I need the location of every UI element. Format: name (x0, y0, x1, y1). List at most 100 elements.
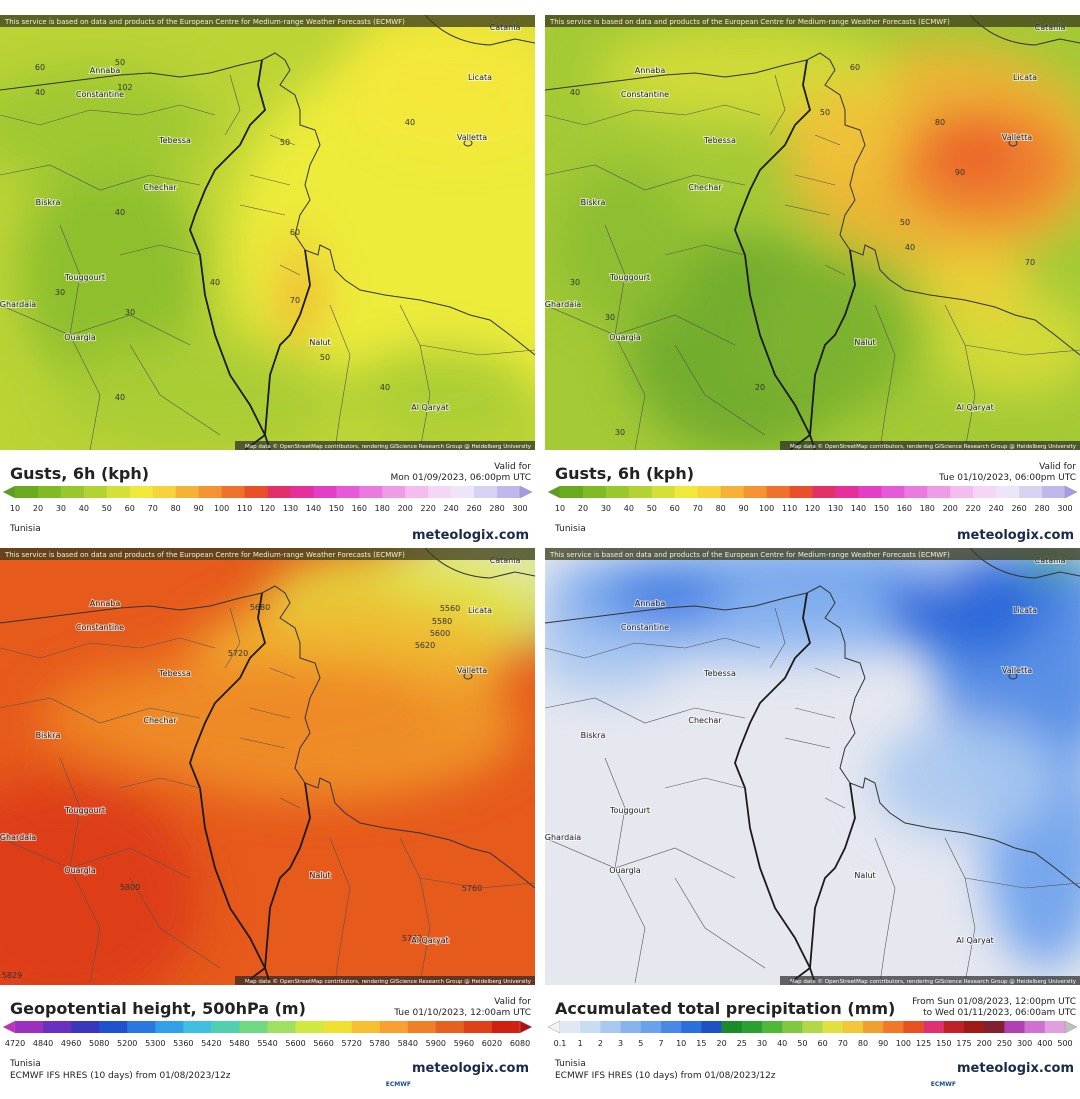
scale-segment (497, 486, 521, 498)
attribution-text: Map data © OpenStreetMap contributors, r… (790, 443, 1077, 450)
field-blob (0, 778, 200, 985)
scale-arrow-right (1064, 1021, 1078, 1034)
contour-label: 40 (210, 278, 220, 287)
scale-segment (451, 486, 475, 498)
attribution-text: Map data © OpenStreetMap contributors, r… (245, 978, 532, 985)
scale-segment (950, 486, 974, 498)
city-label: Valletta (457, 133, 487, 142)
scale-label: 400 (1037, 1039, 1052, 1048)
scale-segment (1019, 486, 1043, 498)
contour-label: 5600 (430, 629, 450, 638)
scale-label: 300 (1057, 504, 1072, 513)
color-scale: 4720 4840 4960 5080 5200 5300 5360 5420 5480 5540… (2, 1021, 533, 1048)
scale-segment (1024, 1021, 1046, 1033)
field-blob (20, 155, 200, 395)
contour-label: 5800 (120, 883, 140, 892)
panel-title: Gusts, 6h (kph) (10, 464, 150, 483)
scale-label: 7 (658, 1039, 663, 1048)
scale-label: 20 (578, 504, 588, 513)
scale-segment (580, 1021, 601, 1033)
scale-label: 280 (1034, 504, 1049, 513)
contour-label: 40 (115, 208, 125, 217)
scale-label: 60 (818, 1039, 828, 1048)
field-blob (277, 225, 313, 285)
contour-label: 60 (850, 63, 860, 72)
scale-segment (789, 486, 813, 498)
scale-label: 80 (858, 1039, 868, 1048)
scale-label: 130 (828, 504, 843, 513)
scale-segment (651, 486, 676, 498)
scale-label: 70 (693, 504, 703, 513)
scale-label: 80 (171, 504, 181, 513)
header-text: This service is based on data and produc… (549, 551, 950, 559)
scale-label: 5840 (398, 1039, 418, 1048)
scale-segment (766, 486, 790, 498)
header-strip (0, 548, 535, 560)
scale-arrow-left (547, 486, 561, 499)
scale-segment (996, 486, 1020, 498)
contour-label: 102 (117, 83, 132, 92)
city-label: Constantine (621, 90, 669, 99)
city-label: Ghardaia (0, 833, 36, 842)
scale-arrow-left (2, 1021, 16, 1034)
scale-label: 100 (214, 504, 229, 513)
scale-label: 5660 (313, 1039, 333, 1048)
scale-segment (267, 1021, 296, 1033)
scale-segment (15, 1021, 44, 1033)
scale-label: 20 (717, 1039, 727, 1048)
region: Tunisia (10, 524, 41, 534)
contour-label: 5829 (2, 971, 22, 980)
scale-label: 200 (943, 504, 958, 513)
panel: Annaba Constantine Biskra Chechar Tebessa Tou… (545, 548, 1080, 1099)
scale-segment (428, 486, 452, 498)
contour-label: 80 (935, 118, 945, 127)
caption: Gusts, 6h (kph) Valid for Tue 01/10/2023, … (545, 450, 1080, 545)
scale-segment (244, 486, 268, 498)
scale-segment (842, 1021, 864, 1033)
valid-time: From Sun 01/08/2023, 12:00pm UTC (912, 997, 1076, 1007)
contour-label: 50 (280, 138, 290, 147)
scale-label: 70 (838, 1039, 848, 1048)
contour-label: 20 (755, 383, 765, 392)
model-run: ECMWF IFS HRES (10 days) from 01/08/2023… (555, 1071, 776, 1081)
scale-segment (701, 1021, 722, 1033)
scale-segment (883, 1021, 904, 1033)
valid-time: Tue 01/10/2023, 12:00am UTC (394, 1008, 531, 1018)
scale-label: 90 (739, 504, 749, 513)
scale-segment (313, 486, 337, 498)
contour-label: 50 (115, 58, 125, 67)
attribution-text: Map data © OpenStreetMap contributors, r… (245, 443, 532, 450)
scale-label: 90 (878, 1039, 888, 1048)
city-label: Al Qaryat (956, 403, 994, 412)
scale-label: 180 (375, 504, 390, 513)
attribution-strip (780, 441, 1080, 450)
scale-label: 100 (896, 1039, 911, 1048)
header-strip (0, 15, 535, 27)
scale-arrow-left (547, 1021, 561, 1034)
city-label: Nalut (309, 338, 330, 347)
city-label: Touggourt (609, 806, 650, 815)
scale-segment (239, 1021, 268, 1033)
brand: meteologix.com (957, 528, 1074, 543)
scale-label: 220 (421, 504, 436, 513)
scale-label: 6020 (482, 1039, 502, 1048)
field: 40 50 60 80 90 70 50 40 30 30 20 30 Annaba Constantin… (545, 15, 1080, 450)
scale-arrow-right (519, 1021, 533, 1034)
city-label: Ouargla (64, 866, 96, 875)
region: Tunisia (555, 1059, 586, 1069)
scale-segment (1044, 1021, 1066, 1033)
attribution-strip (235, 441, 535, 450)
scale-segment (802, 1021, 823, 1033)
logo-text: ECMWF (385, 1081, 411, 1088)
field-blob (885, 558, 1045, 658)
scale-label: 30 (757, 1039, 767, 1048)
scale-label: 50 (102, 504, 112, 513)
scale-segment (600, 1021, 621, 1033)
scale-label: 200 (398, 504, 413, 513)
scale-label: 160 (352, 504, 367, 513)
scale-label: 60 (125, 504, 135, 513)
city-label: Annaba (635, 599, 666, 608)
scale-label: 125 (916, 1039, 931, 1048)
field-blob (935, 295, 1080, 395)
attribution-text: Map data © OpenStreetMap contributors, r… (790, 978, 1077, 985)
